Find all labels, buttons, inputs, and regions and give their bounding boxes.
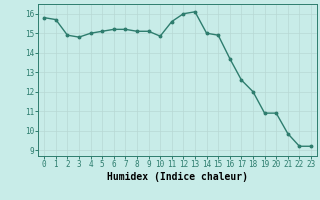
- X-axis label: Humidex (Indice chaleur): Humidex (Indice chaleur): [107, 172, 248, 182]
